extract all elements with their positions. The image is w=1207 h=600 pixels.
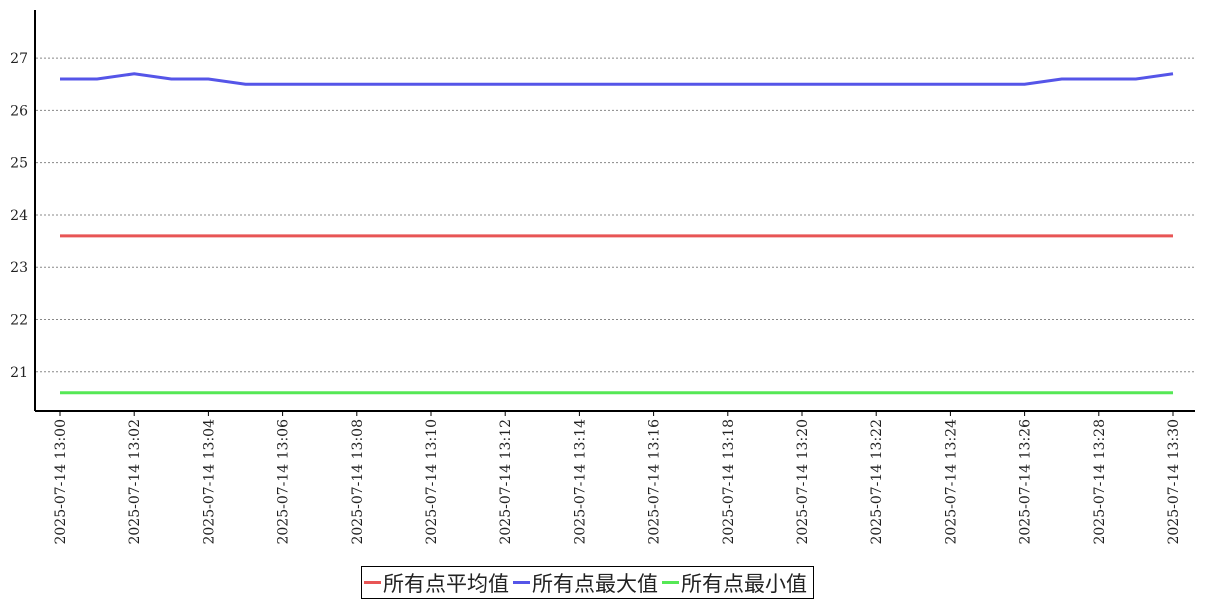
legend-swatch <box>513 581 530 584</box>
legend-label: 所有点最小值 <box>681 571 807 596</box>
legend-swatch <box>662 581 679 584</box>
x-tick-label: 2025-07-14 13:26 <box>1018 419 1034 545</box>
series-line-1 <box>60 72 1174 86</box>
y-tick-label: 21 <box>10 365 28 381</box>
x-tick-label: 2025-07-14 13:16 <box>647 419 663 545</box>
y-tick-label: 23 <box>10 260 28 276</box>
y-tick-label: 24 <box>10 208 28 224</box>
x-tick-label: 2025-07-14 13:06 <box>276 419 292 545</box>
y-tick-label: 27 <box>10 51 28 67</box>
legend-swatch <box>364 581 381 584</box>
legend-item: 所有点平均值 <box>364 568 509 598</box>
x-tick-label: 2025-07-14 13:02 <box>127 419 143 545</box>
x-tick-label: 2025-07-14 13:14 <box>572 419 588 545</box>
y-tick-label: 22 <box>10 313 28 329</box>
legend-label: 所有点平均值 <box>383 571 509 596</box>
legend-item: 所有点最小值 <box>662 568 807 598</box>
x-tick-label: 2025-07-14 13:12 <box>498 419 514 545</box>
x-tick-label: 2025-07-14 13:00 <box>53 419 69 545</box>
x-tick-label: 2025-07-14 13:24 <box>943 419 959 545</box>
x-tick-label: 2025-07-14 13:20 <box>795 419 811 545</box>
x-tick-label: 2025-07-14 13:30 <box>1166 419 1182 545</box>
legend-label: 所有点最大值 <box>532 571 658 596</box>
x-tick-label: 2025-07-14 13:04 <box>201 419 217 545</box>
x-tick-label: 2025-07-14 13:22 <box>869 419 885 545</box>
x-tick-label: 2025-07-14 13:28 <box>1092 419 1108 545</box>
y-tick-label: 26 <box>10 103 28 119</box>
x-tick-label: 2025-07-14 13:08 <box>350 419 366 545</box>
x-tick-label: 2025-07-14 13:10 <box>424 419 440 545</box>
y-tick-label: 25 <box>10 156 28 172</box>
legend: 所有点平均值 所有点最大值 所有点最小值 <box>361 566 814 599</box>
x-tick-label: 2025-07-14 13:18 <box>721 419 737 545</box>
line-chart: 21 22 23 24 25 26 27 2025-07-14 13:00 2025-07-14… <box>10 10 1195 545</box>
legend-item: 所有点最大值 <box>513 568 658 598</box>
